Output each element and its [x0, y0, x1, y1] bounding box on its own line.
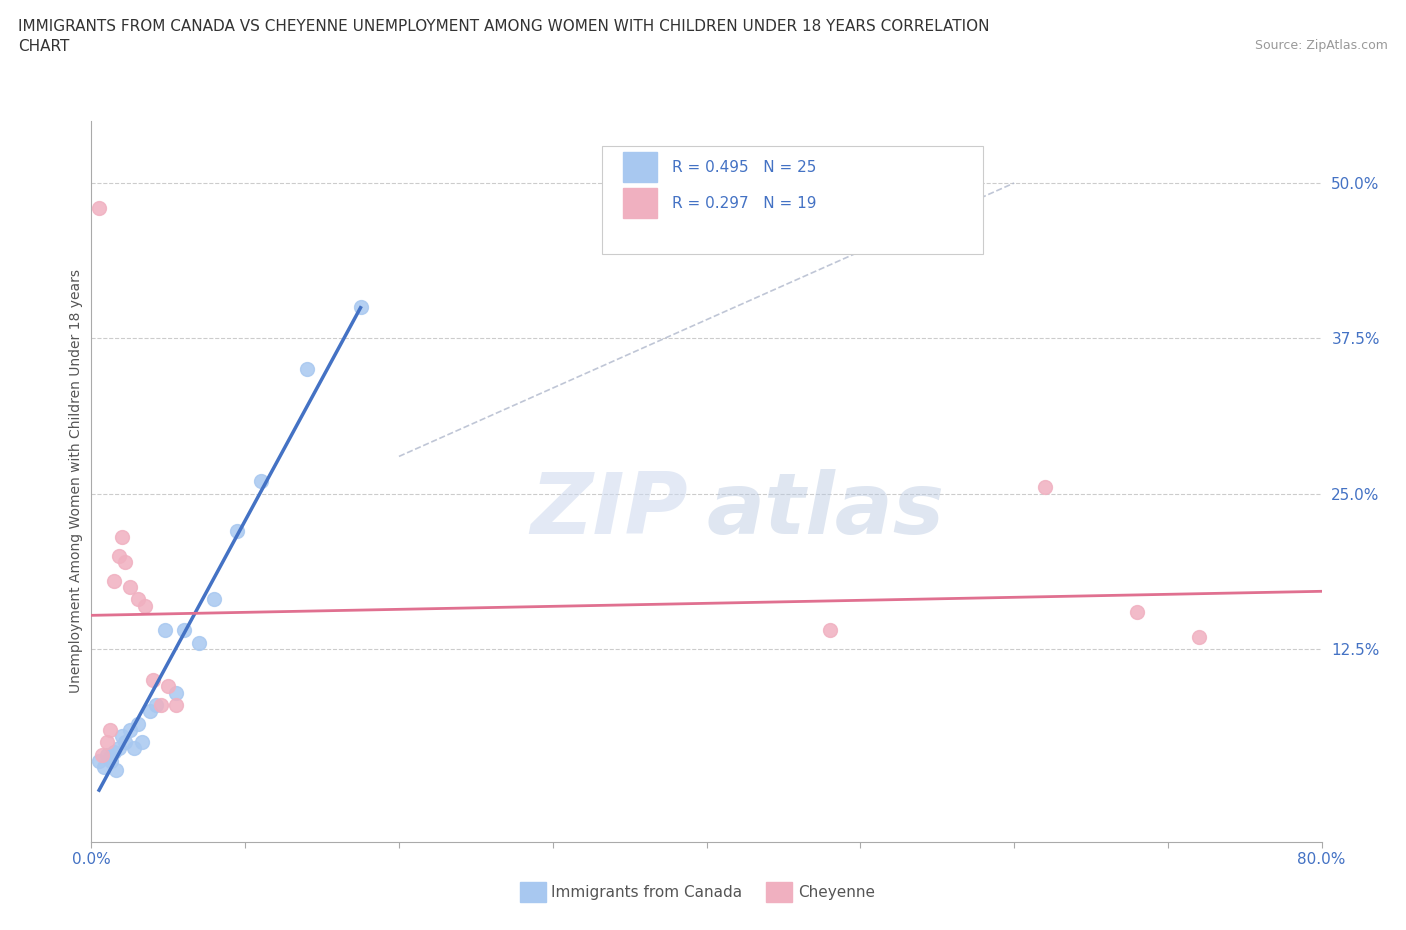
- Point: [173, 623, 195, 638]
- Point: [149, 698, 172, 712]
- Point: [226, 524, 249, 538]
- Point: [98, 723, 121, 737]
- Text: IMMIGRANTS FROM CANADA VS CHEYENNE UNEMPLOYMENT AMONG WOMEN WITH CHILDREN UNDER : IMMIGRANTS FROM CANADA VS CHEYENNE UNEMP…: [18, 19, 990, 33]
- Point: [103, 573, 125, 588]
- Point: [142, 672, 165, 687]
- Point: [1187, 630, 1209, 644]
- Point: [111, 728, 134, 743]
- Point: [105, 763, 127, 777]
- Point: [165, 698, 187, 712]
- FancyBboxPatch shape: [602, 146, 983, 254]
- Point: [96, 735, 118, 750]
- Point: [145, 698, 167, 712]
- Text: R = 0.297   N = 19: R = 0.297 N = 19: [672, 195, 817, 210]
- Point: [202, 591, 225, 606]
- Point: [98, 750, 121, 764]
- Point: [114, 554, 136, 569]
- Point: [249, 474, 271, 489]
- Point: [295, 362, 318, 377]
- Point: [1033, 480, 1056, 495]
- Text: Cheyenne: Cheyenne: [799, 885, 876, 900]
- Text: CHART: CHART: [18, 39, 70, 54]
- Text: R = 0.495   N = 25: R = 0.495 N = 25: [672, 160, 817, 175]
- Point: [157, 679, 180, 694]
- Text: ZIP: ZIP: [530, 469, 688, 551]
- Point: [127, 591, 149, 606]
- FancyBboxPatch shape: [623, 152, 657, 182]
- Point: [111, 530, 134, 545]
- Point: [127, 716, 149, 731]
- Text: atlas: atlas: [706, 469, 945, 551]
- Point: [124, 741, 146, 756]
- Point: [87, 201, 110, 216]
- Point: [818, 623, 841, 638]
- Point: [188, 635, 211, 650]
- FancyBboxPatch shape: [623, 188, 657, 219]
- Point: [139, 704, 162, 719]
- Point: [118, 723, 141, 737]
- Point: [131, 735, 153, 750]
- Point: [93, 760, 115, 775]
- Point: [134, 598, 156, 613]
- Point: [100, 753, 122, 768]
- Point: [1126, 604, 1149, 619]
- Point: [118, 579, 141, 594]
- Point: [165, 685, 187, 700]
- Point: [349, 299, 371, 314]
- Point: [153, 623, 177, 638]
- Point: [96, 747, 118, 762]
- Point: [108, 549, 131, 564]
- Point: [108, 741, 131, 756]
- Point: [103, 745, 125, 760]
- Point: [91, 747, 114, 762]
- Y-axis label: Unemployment Among Women with Children Under 18 years: Unemployment Among Women with Children U…: [69, 270, 83, 693]
- Point: [87, 753, 110, 768]
- Point: [114, 735, 136, 750]
- Text: Source: ZipAtlas.com: Source: ZipAtlas.com: [1254, 39, 1388, 52]
- Text: Immigrants from Canada: Immigrants from Canada: [551, 885, 742, 900]
